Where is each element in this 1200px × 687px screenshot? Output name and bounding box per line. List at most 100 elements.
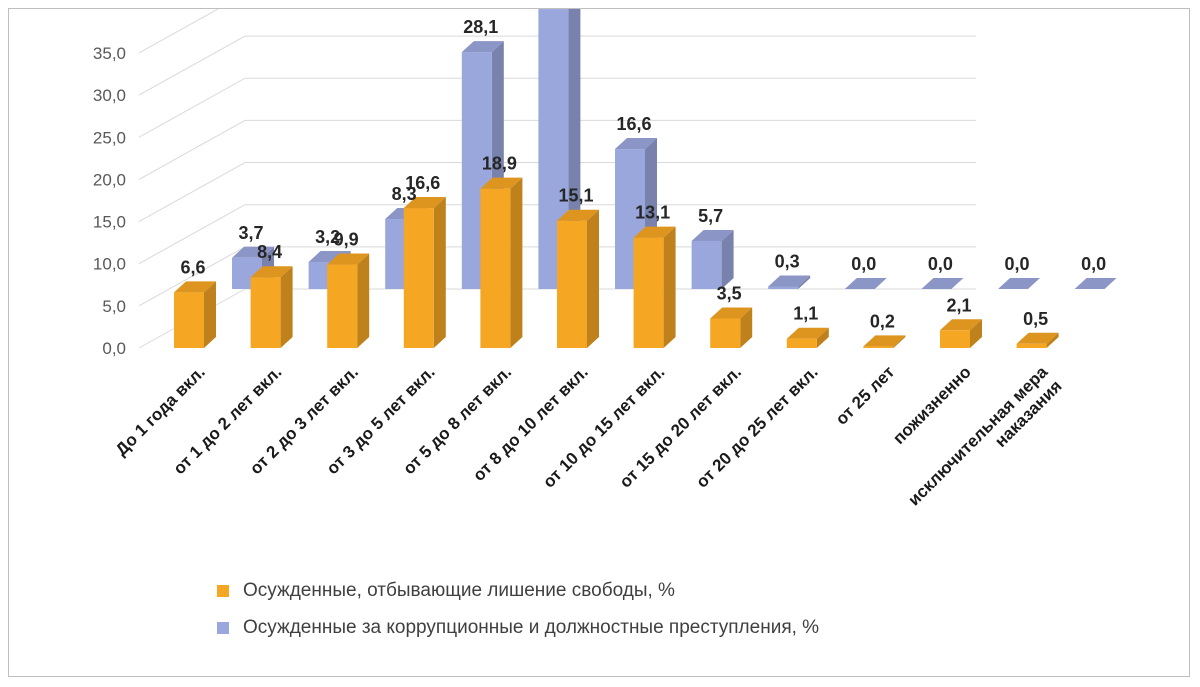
y-tick-label: 10,0 xyxy=(93,255,126,274)
bar-s2-10 xyxy=(998,278,1040,289)
data-label-s2-3: 28,1 xyxy=(463,17,498,37)
bar-side xyxy=(1046,332,1059,348)
bar-front xyxy=(327,264,358,348)
bar-chart: 0,0 5,0 10,0 15,0 20,0 25,0 30,0 35,0 6,6 8,4 9,9 1… xyxy=(93,9,1117,509)
bar-s1-8 xyxy=(786,327,829,348)
bar-front xyxy=(768,286,799,289)
data-label-s2-10: 0,0 xyxy=(1004,254,1029,274)
bar-side xyxy=(433,197,446,348)
data-label-s2-6: 5,7 xyxy=(698,206,723,226)
bar-s2-11 xyxy=(1074,278,1117,289)
bar-front xyxy=(557,220,587,348)
bar-s1-1 xyxy=(250,266,293,348)
bar-top xyxy=(1074,278,1117,289)
bar-front xyxy=(633,237,664,348)
data-label-s2-8: 0,0 xyxy=(851,254,876,274)
y-axis: 0,0 5,0 10,0 15,0 20,0 25,0 30,0 35,0 xyxy=(93,44,126,358)
bar-side xyxy=(893,335,906,348)
data-label-s1-1: 8,4 xyxy=(257,242,282,262)
bar-side xyxy=(663,226,676,348)
bar-front xyxy=(250,277,281,348)
bar-top xyxy=(615,138,657,150)
y-tick-label: 15,0 xyxy=(93,213,126,232)
x-axis: До 1 года вкл.от 1 до 2 лет вкл.от 2 до … xyxy=(112,362,1066,509)
gridlines xyxy=(138,9,976,349)
bar-s2-6 xyxy=(691,229,734,289)
bar-top xyxy=(844,278,887,289)
bar-side xyxy=(357,253,370,348)
bar-side xyxy=(798,275,811,289)
bar-top xyxy=(633,226,676,238)
bar-front xyxy=(940,330,970,348)
y-tick-label: 0,0 xyxy=(102,339,126,358)
bar-side xyxy=(970,319,982,348)
gridline-slant xyxy=(138,35,246,96)
gridline-slant xyxy=(138,77,246,138)
gridline-slant xyxy=(138,246,246,307)
data-label-s1-4: 18,9 xyxy=(482,154,517,174)
data-label-s1-6: 13,1 xyxy=(635,203,670,223)
y-tick-label: 35,0 xyxy=(93,44,126,63)
legend-item-series-2: Осужденные за коррупционные и должностны… xyxy=(217,616,819,640)
data-label-s2-2: 8,3 xyxy=(392,184,417,204)
bar-s2-9 xyxy=(921,278,964,289)
legend-label-series-1: Осужденные, отбывающие лишение свободы, … xyxy=(243,580,675,601)
bar-front xyxy=(786,338,817,348)
bar-top xyxy=(250,266,293,278)
bar-front xyxy=(863,346,894,348)
data-label-s1-10: 2,1 xyxy=(946,295,971,315)
data-label-s1-8: 1,1 xyxy=(793,304,818,324)
bar-s1-0 xyxy=(174,281,216,348)
gridline-slant xyxy=(138,162,246,222)
bar-top xyxy=(461,41,504,53)
y-tick-label: 20,0 xyxy=(93,170,126,189)
bar-front xyxy=(174,292,204,348)
x-tick-label-line: исключительная мера xyxy=(904,362,1051,509)
bar-top xyxy=(691,229,734,241)
bar-top xyxy=(403,197,446,209)
bar-front xyxy=(403,208,434,348)
bar-top xyxy=(786,327,829,339)
bar-side xyxy=(721,229,734,289)
bar-side xyxy=(587,209,599,348)
bar-top xyxy=(1016,332,1059,344)
data-label-s2-9: 0,0 xyxy=(928,254,953,274)
bar-s1-10 xyxy=(940,319,982,348)
bar-front xyxy=(480,188,511,348)
bar-s1-11 xyxy=(1016,332,1059,348)
bar-s1-3 xyxy=(403,197,446,348)
x-tick-label: от 25 лет xyxy=(832,362,898,428)
bar-top xyxy=(940,319,982,331)
bar-s1-6 xyxy=(633,226,676,348)
bar-top xyxy=(232,246,274,258)
legend-item-series-1: Осужденные, отбывающие лишение свободы, … xyxy=(217,579,819,603)
bar-top xyxy=(710,307,753,319)
gridline-slant xyxy=(138,9,219,54)
data-label-s1-11: 0,5 xyxy=(1023,309,1048,329)
chart-frame: 0,0 5,0 10,0 15,0 20,0 25,0 30,0 35,0 6,6 8,4 9,9 1… xyxy=(8,8,1190,677)
gridline-slant xyxy=(138,119,246,180)
data-label-s1-0: 6,6 xyxy=(180,257,205,277)
bar-top xyxy=(480,177,523,189)
bar-s2-8 xyxy=(844,278,887,289)
bar-s1-7 xyxy=(710,307,753,348)
data-labels: 6,6 8,4 9,9 16,6 18,9 15,1 13,1 3,5 1,1 0,2 2,1 0,5… xyxy=(180,17,1106,331)
y-tick-label: 5,0 xyxy=(102,297,126,316)
bar-front xyxy=(1016,343,1047,348)
data-label-s2-1: 3,2 xyxy=(315,227,340,247)
gridline-slant xyxy=(138,204,246,265)
data-label-s1-2: 9,9 xyxy=(334,230,359,250)
legend-swatch-series-2 xyxy=(217,622,229,634)
data-label-s2-0: 3,7 xyxy=(238,223,263,243)
data-label-s1-7: 3,5 xyxy=(717,283,742,303)
bar-side xyxy=(204,281,216,348)
bar-top xyxy=(768,275,811,287)
bar-side xyxy=(510,177,523,348)
x-tick-label: пожизненно xyxy=(889,362,975,448)
bar-front xyxy=(691,240,722,289)
bar-s1-9 xyxy=(863,335,906,348)
legend-label-series-2: Осужденные за коррупционные и должностны… xyxy=(243,617,820,638)
bar-front xyxy=(710,318,741,348)
y-tick-label: 30,0 xyxy=(93,86,126,105)
bar-top xyxy=(998,278,1040,289)
